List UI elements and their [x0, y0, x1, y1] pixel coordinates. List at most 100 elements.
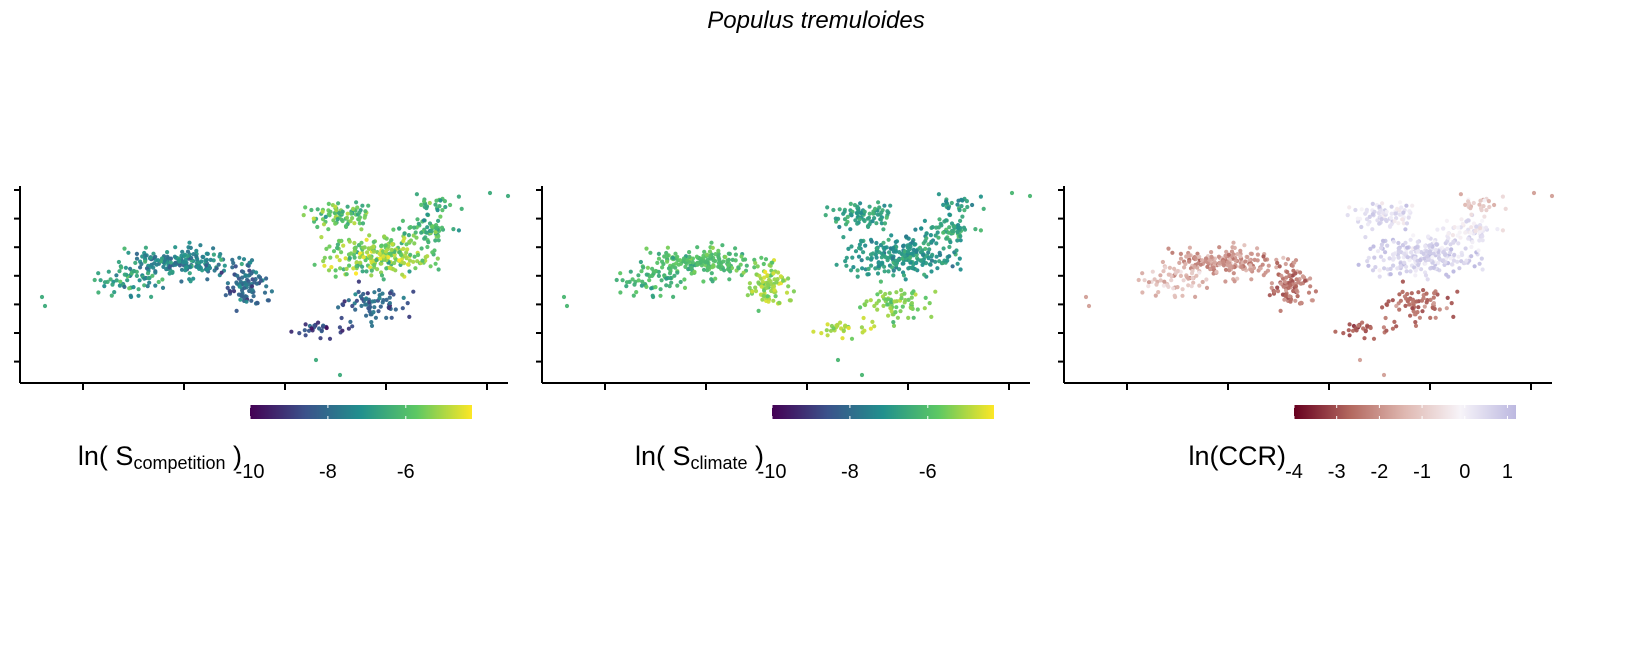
- data-point: [772, 288, 777, 293]
- data-point: [127, 286, 132, 291]
- data-point: [877, 205, 882, 210]
- data-point: [886, 313, 891, 318]
- data-point: [333, 274, 338, 279]
- data-point: [644, 284, 649, 289]
- data-point: [1391, 263, 1396, 268]
- data-point: [336, 210, 341, 215]
- data-point: [882, 264, 887, 269]
- data-point: [138, 265, 143, 270]
- colorbar-tick-label: -3: [1328, 461, 1346, 483]
- data-point: [333, 221, 338, 226]
- data-point: [867, 211, 872, 216]
- data-point: [1464, 258, 1469, 263]
- data-point: [858, 210, 863, 215]
- data-point: [1229, 249, 1235, 254]
- data-point: [1456, 254, 1461, 259]
- data-point: [955, 230, 960, 235]
- data-point: [1248, 267, 1254, 272]
- data-point: [379, 273, 385, 278]
- data-point: [1156, 290, 1161, 295]
- data-point: [701, 253, 706, 258]
- data-point: [1474, 224, 1479, 229]
- data-point: [381, 254, 386, 259]
- data-point: [384, 315, 389, 320]
- data-point: [747, 285, 752, 290]
- colorbar-tick-label: 1: [1502, 461, 1513, 483]
- data-point: [1263, 270, 1268, 275]
- data-point: [370, 299, 375, 304]
- data-point: [956, 223, 961, 228]
- data-point: [656, 256, 662, 261]
- data-point: [352, 240, 357, 246]
- data-point: [145, 284, 150, 289]
- data-point: [379, 261, 384, 266]
- data-point: [143, 245, 148, 250]
- data-point: [1355, 216, 1360, 221]
- data-point: [1249, 277, 1254, 282]
- data-point: [930, 225, 935, 230]
- data-point: [894, 305, 899, 310]
- data-point: [1391, 256, 1396, 261]
- colorbar-tick-label: -8: [841, 461, 859, 483]
- data-point: [324, 246, 329, 251]
- data-point: [929, 258, 934, 263]
- data-point: [1283, 293, 1288, 298]
- data-point: [909, 251, 914, 256]
- data-point: [644, 246, 649, 251]
- data-point: [1308, 276, 1313, 281]
- data-point: [1408, 237, 1413, 242]
- panel-ccr: -4 -3 -2 -1 0 1 ln(CCR): [1058, 186, 1555, 483]
- data-point: [1421, 251, 1426, 256]
- data-point: [1181, 278, 1186, 283]
- data-point: [264, 276, 269, 281]
- data-point: [1549, 193, 1555, 199]
- data-point: [1245, 254, 1250, 260]
- data-point: [1238, 248, 1243, 253]
- data-point: [911, 315, 916, 320]
- data-point: [1194, 273, 1199, 278]
- data-point: [204, 263, 209, 268]
- data-point: [947, 225, 952, 230]
- data-point: [1267, 293, 1272, 298]
- data-point: [660, 265, 665, 270]
- data-point: [741, 270, 746, 275]
- data-point: [952, 224, 957, 229]
- data-point: [173, 261, 178, 266]
- data-point: [710, 245, 715, 250]
- data-point: [1284, 275, 1289, 280]
- data-point: [373, 315, 378, 320]
- data-point: [219, 270, 224, 275]
- data-point: [235, 273, 240, 278]
- data-point: [1281, 255, 1286, 260]
- data-point: [377, 288, 382, 293]
- data-point: [1189, 271, 1195, 276]
- data-point: [927, 262, 933, 267]
- data-point: [1209, 250, 1214, 255]
- data-point: [343, 224, 349, 229]
- data-point: [434, 198, 439, 203]
- data-point: [658, 293, 663, 298]
- data-point: [148, 264, 153, 269]
- data-point: [1163, 265, 1168, 270]
- data-point: [1266, 263, 1271, 268]
- data-point: [327, 336, 333, 341]
- data-point: [146, 276, 151, 281]
- data-point: [668, 276, 673, 281]
- data-point: [1444, 306, 1449, 311]
- data-point: [905, 249, 911, 254]
- data-point: [250, 277, 255, 282]
- data-point: [692, 269, 697, 274]
- data-point: [1486, 199, 1491, 204]
- data-point: [1428, 297, 1433, 302]
- data-point: [1466, 236, 1471, 241]
- data-point: [337, 372, 343, 378]
- data-point: [935, 230, 940, 235]
- data-point: [1387, 224, 1393, 229]
- data-point: [1187, 245, 1192, 250]
- data-point: [188, 279, 193, 284]
- data-point: [1345, 213, 1350, 218]
- data-point: [647, 278, 652, 283]
- data-point: [248, 260, 253, 265]
- data-point: [956, 226, 961, 231]
- data-point: [133, 260, 138, 265]
